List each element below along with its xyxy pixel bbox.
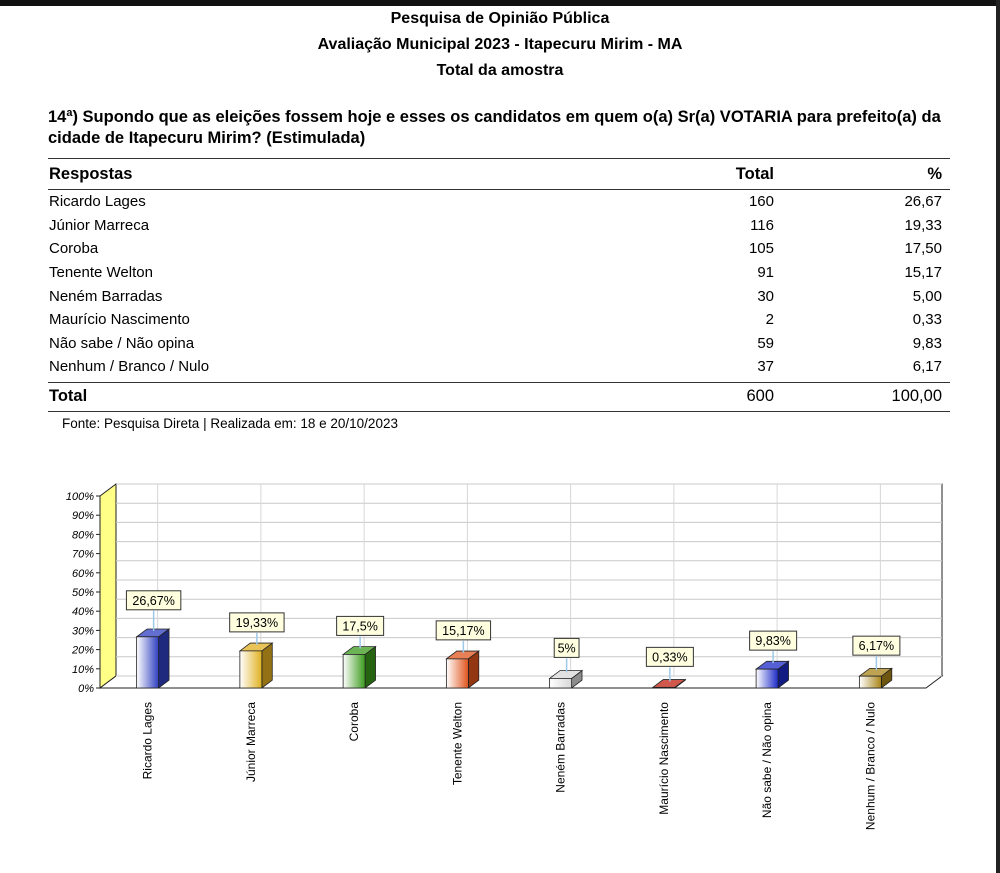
row-percent: 0,33 <box>912 311 942 329</box>
row-percent: 26,67 <box>904 193 942 211</box>
table-row: Não sabe / Não opina 59 9,83 <box>48 332 950 356</box>
table-header: Respostas Total % <box>48 158 950 190</box>
x-tick-label: Maurício Nascimento <box>657 702 671 815</box>
header-respostas: Respostas <box>49 164 133 183</box>
table-row: Coroba 105 17,50 <box>48 237 950 261</box>
report-subtitle: Avaliação Municipal 2023 - Itapecuru Mir… <box>317 36 683 53</box>
y-tick-label: 70% <box>72 549 94 561</box>
row-label: Júnior Marreca <box>49 216 150 234</box>
row-label: Coroba <box>49 240 99 258</box>
bar <box>445 658 469 689</box>
row-total: 2 <box>765 311 774 329</box>
row-label: Maurício Nascimento <box>49 311 190 329</box>
y-tick-label: 80% <box>72 529 94 541</box>
chart-floor <box>98 675 944 689</box>
x-tick-label: Júnior Marreca <box>244 702 258 782</box>
y-tick-label: 50% <box>72 587 94 599</box>
row-label: Não sabe / Não opina <box>49 334 195 352</box>
row-percent: 15,17 <box>904 264 942 282</box>
report-sample: Total da amostra <box>436 62 564 79</box>
question-text: 14ª) Supondo que as eleições fossem hoje… <box>48 108 941 147</box>
x-tick-label: Coroba <box>347 702 361 742</box>
y-tick-label: 40% <box>72 606 94 618</box>
source-note: Fonte: Pesquisa Direta | Realizada em: 1… <box>62 416 398 431</box>
table-row: Neném Barradas 30 5,00 <box>48 284 950 308</box>
y-tick-label: 0% <box>78 683 94 695</box>
row-total: 59 <box>757 334 774 352</box>
table-row: Tenente Welton 91 15,17 <box>48 261 950 285</box>
data-label-box <box>852 635 901 656</box>
data-label: 6,17% <box>859 639 894 653</box>
table-total-row: Total 600 100,00 <box>48 381 950 412</box>
chart-side-wall <box>99 483 117 689</box>
bar <box>136 636 160 689</box>
row-total: 160 <box>748 193 774 211</box>
data-label: 9,83% <box>755 634 790 648</box>
x-tick-label: Não sabe / Não opina <box>760 702 774 818</box>
data-label-box <box>749 630 798 651</box>
data-label: 19,33% <box>236 616 278 630</box>
row-percent: 5,00 <box>912 287 942 305</box>
bar <box>342 653 366 689</box>
y-tick-label: 30% <box>72 625 94 637</box>
bar <box>652 686 676 689</box>
bar <box>549 677 573 689</box>
row-percent: 9,83 <box>912 334 942 352</box>
data-label-box <box>435 620 492 641</box>
right-border <box>996 0 1000 873</box>
header-percent: % <box>927 164 942 183</box>
table-body: Ricardo Lages 160 26,67 Júnior Marreca 116 19… <box>48 190 950 379</box>
bar <box>755 668 779 689</box>
row-label: Nenhum / Branco / Nulo <box>49 358 210 376</box>
x-tick-label: Nenhum / Branco / Nulo <box>863 702 877 830</box>
data-label: 15,17% <box>442 624 484 638</box>
table-row: Nenhum / Branco / Nulo 37 6,17 <box>48 355 950 379</box>
row-label: Tenente Welton <box>49 264 153 282</box>
row-total: 91 <box>757 264 774 282</box>
data-label-box <box>553 637 580 658</box>
row-percent: 17,50 <box>904 240 942 258</box>
data-label: 5% <box>558 641 576 655</box>
total-percent: 100,00 <box>891 387 942 406</box>
bar-chart: 0% 10% 20% 30% 40% 50% 60% 70% 80% 90% 100% 26,67% R… <box>66 483 944 830</box>
y-tick-label: 90% <box>72 510 94 522</box>
y-tick-label: 10% <box>72 664 94 676</box>
report-header: Pesquisa de Opinião Pública Avaliação Mu… <box>0 9 1000 87</box>
bar <box>239 650 263 689</box>
bar-side <box>158 628 170 689</box>
table-row: Ricardo Lages 160 26,67 <box>48 190 950 214</box>
row-total: 37 <box>757 358 774 376</box>
x-tick-label: Tenente Welton <box>450 702 464 785</box>
row-total: 30 <box>757 287 774 305</box>
bar <box>858 675 882 689</box>
row-label: Ricardo Lages <box>49 193 146 211</box>
top-border <box>0 0 1000 6</box>
row-label: Neném Barradas <box>49 287 163 305</box>
total-count: 600 <box>746 387 774 406</box>
data-label-box <box>336 615 385 636</box>
x-tick-label: Ricardo Lages <box>141 702 155 779</box>
report-title: Pesquisa de Opinião Pública <box>390 10 610 27</box>
row-total: 105 <box>748 240 774 258</box>
y-tick-label: 100% <box>66 491 94 503</box>
table-row: Maurício Nascimento 2 0,33 <box>48 308 950 332</box>
y-tick-label: 20% <box>71 645 94 657</box>
data-label: 17,5% <box>342 619 377 633</box>
y-tick-label: 60% <box>72 568 94 580</box>
total-label: Total <box>49 387 88 406</box>
row-percent: 19,33 <box>904 216 942 234</box>
row-total: 116 <box>750 216 774 234</box>
data-label-box <box>229 612 285 633</box>
data-label-box <box>645 646 694 667</box>
data-label: 0,33% <box>652 650 687 664</box>
results-table: Respostas Total % Ricardo Lages 160 26,67 J… <box>48 158 950 412</box>
x-tick-label: Neném Barradas <box>554 702 568 793</box>
table-row: Júnior Marreca 116 19,33 <box>48 214 950 238</box>
header-total: Total <box>735 164 774 183</box>
data-label: 26,67% <box>132 594 174 608</box>
row-percent: 6,17 <box>912 358 942 376</box>
data-label-box <box>125 590 182 611</box>
